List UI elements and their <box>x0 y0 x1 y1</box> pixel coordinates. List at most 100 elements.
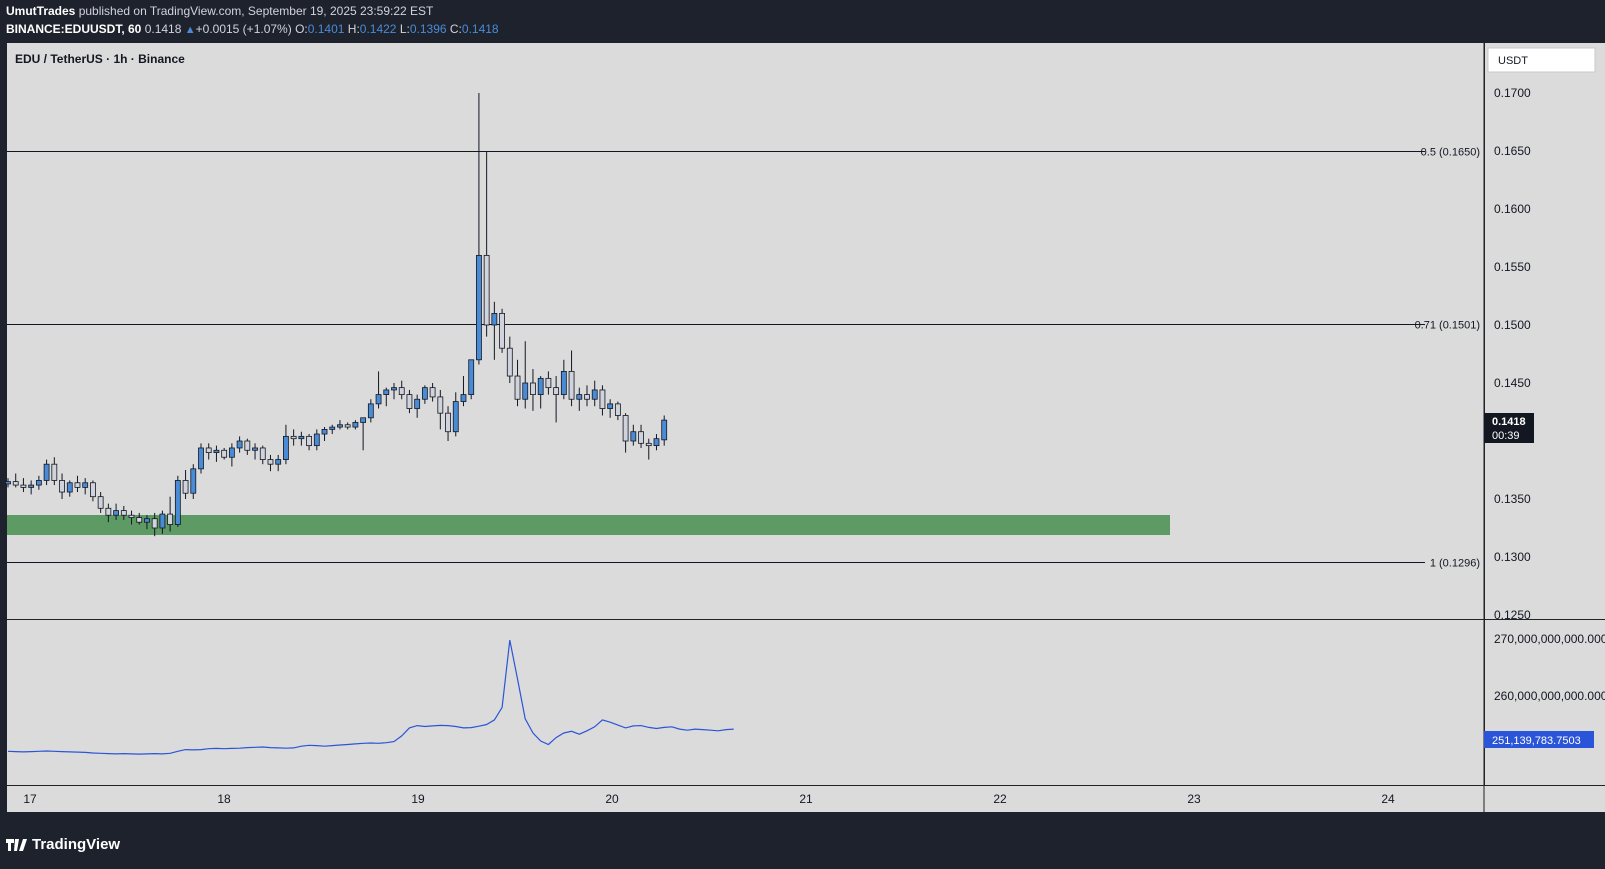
indicator-value: 251,139,783.7503 <box>1492 735 1581 747</box>
badge-countdown: 00:39 <box>1492 430 1520 442</box>
time-tick-3: 20 <box>605 792 619 806</box>
candle-body-40 <box>313 433 320 447</box>
tradingview-brand[interactable]: TradingView <box>6 836 120 853</box>
high-label: H: <box>347 22 360 36</box>
candle-body-73 <box>568 370 575 400</box>
candle-body-60 <box>468 359 475 395</box>
candle-body-54 <box>421 387 428 400</box>
brand-label: TradingView <box>32 836 121 853</box>
candle-body-38 <box>298 435 305 440</box>
candle-body-4 <box>35 480 42 486</box>
currency-selector[interactable] <box>1487 47 1596 73</box>
price-tick-8: 0.1250 <box>1494 608 1531 622</box>
candle-body-16 <box>128 514 135 518</box>
candle-body-2 <box>20 484 27 488</box>
time-ticks: 17 18 19 20 21 22 23 24 <box>23 792 1395 806</box>
low-label: L: <box>399 22 410 36</box>
indicator-axis[interactable] <box>1485 620 1605 785</box>
candle-body-37 <box>290 435 297 440</box>
time-tick-1: 18 <box>217 792 231 806</box>
indicator-tick-1: 260,000,000,000.0000 <box>1494 689 1605 703</box>
fib-levels: 0.5 (0.1650) 0.71 (0.1501) 1 (0.1296) <box>7 147 1480 570</box>
candle-body-78 <box>607 403 614 409</box>
open-label: O: <box>295 22 308 36</box>
candle-body-28 <box>221 449 228 458</box>
support-zone[interactable] <box>7 515 1170 535</box>
candle-body-49 <box>383 389 390 395</box>
candle-body-9 <box>74 482 81 488</box>
candle-body-81 <box>630 431 637 442</box>
open-value: 0.1401 <box>307 22 345 36</box>
time-tick-5: 22 <box>993 792 1007 806</box>
candle-body-12 <box>97 496 104 509</box>
candle-body-85 <box>661 419 668 441</box>
candle-body-21 <box>167 513 174 525</box>
last-price-badge: 0.1418 00:39 <box>1484 413 1534 443</box>
candle-body-70 <box>545 377 552 389</box>
candle-body-43 <box>337 424 343 428</box>
time-tick-7: 24 <box>1381 792 1395 806</box>
candle-body-80 <box>622 415 629 442</box>
time-tick-6: 23 <box>1187 792 1201 806</box>
time-tick-4: 21 <box>799 792 813 806</box>
candle-body-34 <box>267 459 274 465</box>
candle-body-63 <box>491 312 498 326</box>
candle-body-65 <box>506 347 513 377</box>
candle-body-83 <box>645 442 652 447</box>
candle-body-72 <box>560 370 567 395</box>
price-axis[interactable] <box>1485 43 1605 619</box>
indicator-series <box>7 639 734 755</box>
candle-body-51 <box>398 387 405 396</box>
price-tick-4: 0.1500 <box>1494 318 1531 332</box>
candle-body-1 <box>12 481 19 486</box>
candle-body-29 <box>228 447 235 458</box>
indicator-line <box>7 639 734 755</box>
candle-body-23 <box>182 480 189 494</box>
fib-label-1: 0.71 (0.1501) <box>1415 320 1480 332</box>
badge-price: 0.1418 <box>1492 416 1526 428</box>
candle-body-39 <box>306 435 312 447</box>
tradingview-logo-icon <box>6 838 27 851</box>
candle-body-69 <box>537 377 544 395</box>
candle-body-64 <box>499 312 505 349</box>
author-name[interactable]: UmutTrades <box>6 4 76 18</box>
candle-body-24 <box>190 468 197 494</box>
candle-body-15 <box>120 510 127 516</box>
price-tick-1: 0.1650 <box>1494 144 1531 158</box>
price-change: +0.0015 (+1.07%) <box>195 22 292 36</box>
arrow-up-icon: ▲ <box>184 24 196 36</box>
candle-body-5 <box>43 463 50 481</box>
indicator-pane[interactable] <box>7 620 1484 785</box>
publish-date: published on TradingView.com, September … <box>78 4 434 18</box>
candle-body-62 <box>483 254 490 326</box>
candle-body-68 <box>530 382 536 396</box>
candle-body-6 <box>51 463 58 481</box>
candle-body-48 <box>375 394 382 405</box>
candle-body-61 <box>476 254 482 361</box>
candle-body-47 <box>367 403 374 419</box>
candle-body-52 <box>406 394 413 409</box>
fib-label-2: 1 (0.1296) <box>1430 558 1480 570</box>
close-label: C: <box>449 22 462 36</box>
chart-canvas[interactable]: EDU / TetherUS · 1h · Binance USDT 0.5 (… <box>0 43 1605 833</box>
indicator-ticks: 270,000,000,000.0000 260,000,000,000.0000 <box>1494 632 1605 703</box>
candle-body-79 <box>614 403 621 416</box>
candle-body-45 <box>352 422 359 428</box>
low-value: 0.1396 <box>409 22 447 36</box>
candle-body-13 <box>105 507 112 516</box>
price-tick-0: 0.1700 <box>1494 86 1531 100</box>
price-tick-5: 0.1450 <box>1494 376 1531 390</box>
candle-body-58 <box>452 401 459 433</box>
candles <box>5 93 668 537</box>
publish-info: UmutTrades published on TradingView.com,… <box>6 4 433 18</box>
ohlc-legend: BINANCE:EDUUSDT, 60 0.1418 ▲+0.0015 (+1.… <box>6 22 499 36</box>
candle-body-19 <box>151 518 158 529</box>
candle-body-50 <box>391 387 397 391</box>
time-axis[interactable] <box>7 786 1605 812</box>
candle-body-56 <box>437 396 444 414</box>
candle-body-74 <box>576 394 583 400</box>
candle-body-77 <box>599 389 606 409</box>
candle-body-71 <box>553 387 560 396</box>
candle-body-8 <box>66 482 73 493</box>
candle-body-27 <box>213 449 220 453</box>
